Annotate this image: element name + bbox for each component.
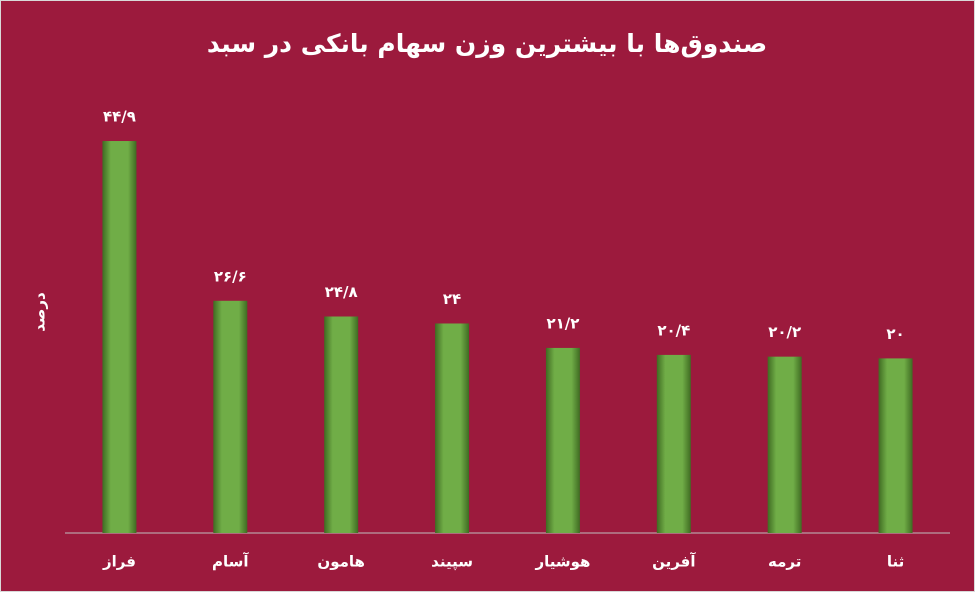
x-tick-label: هوشیار	[534, 553, 590, 571]
bar	[102, 141, 137, 533]
x-tick-label: سپیند	[431, 553, 473, 572]
bar	[545, 347, 580, 533]
bar	[878, 358, 913, 533]
x-tick-label: هامون	[317, 553, 365, 571]
x-tick-label: ثنا	[887, 553, 904, 571]
value-label: ۲۴/۸	[325, 283, 358, 301]
bar	[656, 354, 691, 533]
value-label: ۲۴	[443, 290, 461, 308]
bar	[435, 323, 470, 533]
x-tick-label: ترمه	[768, 553, 801, 571]
value-label: ۲۶/۶	[214, 267, 247, 285]
value-label: ۲۱/۲	[546, 314, 579, 332]
value-label: ۴۴/۹	[103, 108, 136, 126]
x-tick-label: فراز	[102, 553, 136, 571]
value-label: ۲۰/۴	[657, 321, 690, 339]
value-label: ۲۰/۲	[768, 323, 801, 341]
chart-title: صندوق‌ها با بیشترین وزن سهام بانکی در سب…	[207, 29, 767, 59]
y-axis-label: درصد	[31, 292, 49, 332]
bar	[324, 316, 359, 533]
bar	[213, 300, 248, 533]
x-tick-label: آفرین	[652, 553, 696, 571]
x-tick-label: آسام	[212, 553, 249, 571]
value-label: ۲۰	[886, 325, 904, 343]
bar	[767, 356, 802, 533]
